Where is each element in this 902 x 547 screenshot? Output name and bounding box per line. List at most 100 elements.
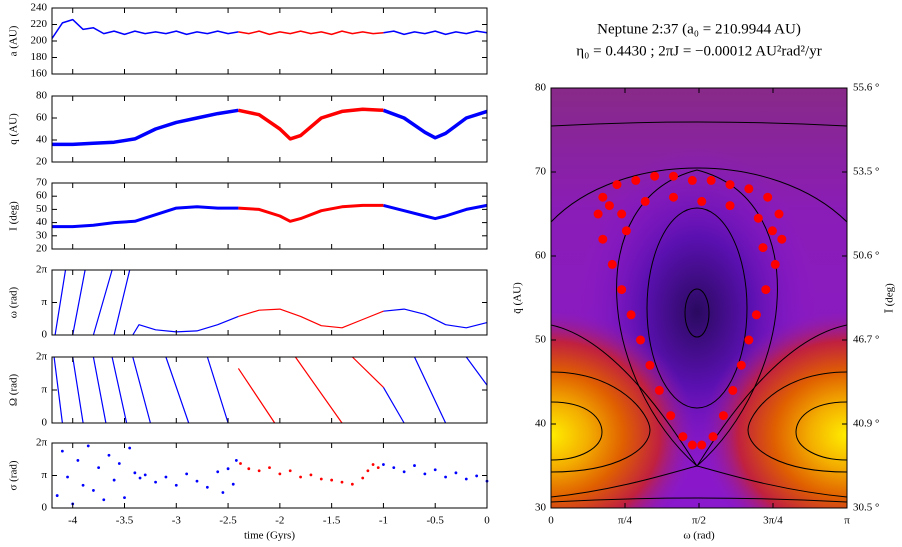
y-tick-label: 240 — [31, 2, 48, 14]
y-tick-label: 40 — [36, 216, 48, 228]
point — [758, 243, 768, 253]
point — [777, 234, 787, 244]
y-tick-label: 180 — [31, 51, 48, 63]
point — [770, 259, 780, 269]
point — [376, 466, 380, 470]
y-tick-label: 50 — [36, 203, 48, 215]
y-tick-label: 60 — [36, 190, 48, 202]
point — [268, 466, 271, 470]
point — [133, 471, 137, 475]
point — [278, 472, 282, 476]
point — [247, 467, 251, 471]
series-line — [51, 18, 488, 39]
point — [612, 180, 622, 190]
point — [382, 463, 385, 466]
point — [413, 464, 416, 467]
point — [668, 171, 678, 181]
y-axis-label: σ (rad) — [8, 460, 20, 490]
y-tick-label: 20 — [36, 156, 48, 168]
x-tick-label: π/2 — [692, 515, 706, 527]
y-tick-label: π — [41, 296, 47, 308]
point — [226, 467, 230, 471]
point — [86, 444, 90, 448]
x-axis-label: time (Gyrs) — [244, 530, 295, 542]
y-tick-label: 30 — [36, 229, 48, 241]
y-tick-label: 2π — [36, 264, 48, 276]
point — [687, 175, 697, 185]
point — [697, 196, 707, 206]
point — [604, 201, 614, 211]
y-axis-label: I (deg) — [8, 201, 20, 231]
y2-tick-label: 46.7 ° — [853, 334, 879, 346]
y-tick-label: 0 — [42, 502, 48, 514]
plot-frame — [51, 182, 488, 250]
y-tick-label: 80 — [36, 90, 48, 102]
point — [598, 192, 608, 202]
point — [205, 485, 209, 489]
y-tick-label: 0 — [42, 417, 48, 429]
point — [444, 475, 447, 479]
x-tick-label: -4 — [68, 515, 78, 527]
y-tick-label: 2π — [36, 351, 48, 363]
point — [475, 474, 479, 478]
point — [687, 440, 697, 450]
chart-subtitle: η₀ = 0.4430 ; 2πJ = −0.00012 AU²rad²/yr — [576, 43, 821, 59]
point — [761, 285, 771, 295]
point — [195, 479, 199, 483]
plot-frame — [51, 95, 488, 163]
point — [138, 476, 142, 480]
point — [744, 184, 754, 194]
point — [598, 234, 608, 244]
series-line — [237, 356, 384, 424]
point — [81, 483, 85, 487]
point — [617, 285, 627, 295]
point — [371, 463, 375, 466]
point — [55, 494, 59, 497]
x-tick-label: -1 — [379, 515, 388, 527]
point — [76, 459, 80, 462]
y-axis-label: Ω (rad) — [8, 374, 20, 407]
point — [164, 475, 168, 479]
series-line — [238, 308, 384, 329]
y-tick-label: 70 — [535, 166, 547, 178]
point — [366, 469, 370, 473]
point — [402, 470, 406, 474]
point — [319, 477, 323, 481]
x-tick-label: 3π/4 — [763, 515, 783, 527]
point — [128, 446, 132, 450]
point — [257, 469, 261, 473]
point — [751, 310, 761, 320]
point — [154, 480, 157, 484]
y-tick-label: 2π — [36, 437, 48, 449]
contours — [551, 121, 847, 503]
plot-frame — [51, 269, 488, 336]
x-tick-label: -3.5 — [116, 515, 134, 527]
point — [361, 476, 365, 480]
point — [725, 180, 735, 190]
point — [117, 462, 121, 465]
point — [706, 175, 716, 185]
y-tick-label: 200 — [31, 35, 48, 47]
point — [645, 360, 655, 370]
point — [92, 489, 95, 492]
point — [216, 470, 220, 474]
y-tick-label: 60 — [36, 112, 48, 124]
y-tick-label: 30 — [535, 502, 547, 514]
y-tick-label: 50 — [535, 334, 547, 346]
series-line — [238, 30, 384, 36]
point — [299, 475, 302, 479]
y-tick-label: 160 — [31, 68, 48, 80]
point — [593, 209, 603, 219]
x-tick-label: π — [844, 515, 850, 527]
point — [423, 472, 427, 476]
y-tick-label: π — [41, 469, 47, 481]
y-tick-label: π — [41, 384, 47, 396]
series-line — [52, 108, 488, 147]
y-tick-label: 80 — [535, 82, 547, 94]
point — [288, 469, 292, 473]
y2-tick-label: 50.6 ° — [853, 250, 879, 262]
point — [185, 472, 189, 476]
point — [464, 477, 468, 481]
y2-axis-label: Ī (deg) — [884, 283, 896, 313]
